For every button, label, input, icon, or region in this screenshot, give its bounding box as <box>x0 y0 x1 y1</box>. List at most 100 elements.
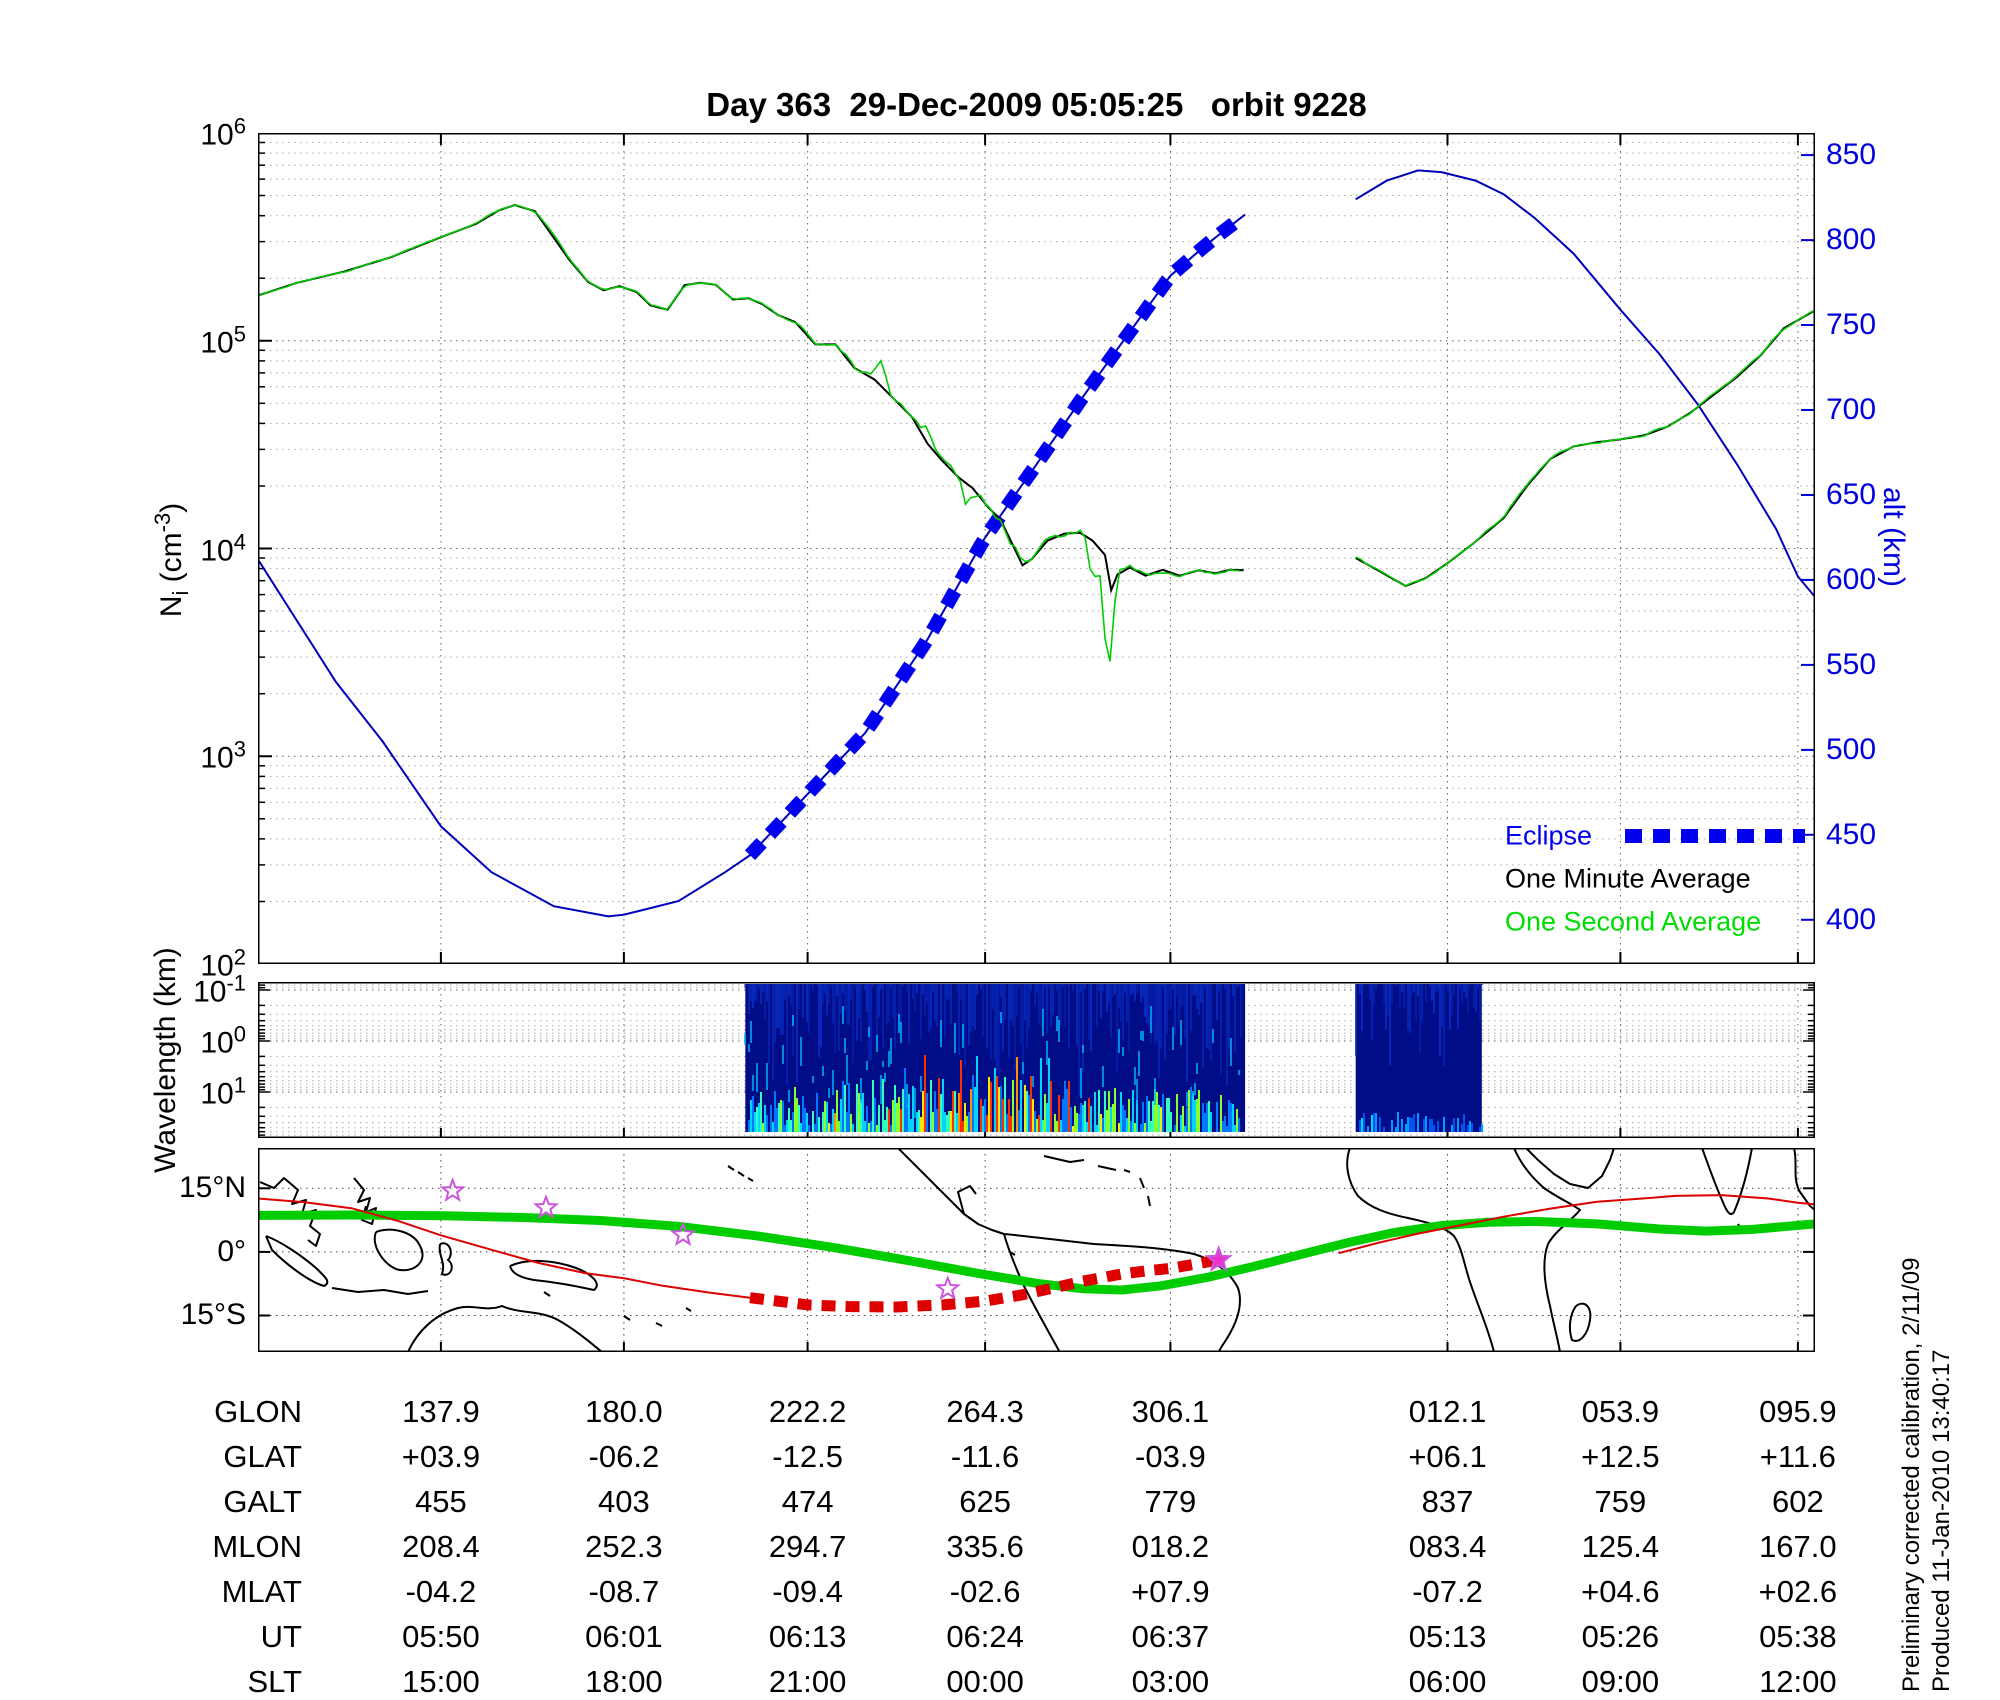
table-cell-mlon-1: 208.4 <box>402 1529 480 1564</box>
coastline <box>1525 1148 1615 1189</box>
density-y-tick-10e5: 105 <box>200 321 246 360</box>
table-cell-mlon-5: 018.2 <box>1131 1529 1210 1564</box>
coastline <box>1346 1148 1495 1352</box>
coastline <box>1043 1155 1151 1207</box>
star-marker-current-position <box>1204 1245 1233 1272</box>
table-cell-slt-3: 21:00 <box>768 1664 847 1699</box>
coastline <box>1793 1148 1815 1211</box>
table-row-label-mlon: MLON <box>212 1529 302 1564</box>
star-marker-open <box>439 1176 466 1203</box>
footnote-calibration: Preliminary corrected calibration, 2/11/… <box>1898 1257 1925 1692</box>
density-y-tick-10e2: 102 <box>200 944 246 983</box>
table-cell-mlon-4: 335.6 <box>946 1529 1024 1564</box>
table-cell-galt-6: 837 <box>1421 1484 1474 1519</box>
table-cell-mlat-7: +04.6 <box>1581 1574 1660 1609</box>
altitude-line-seg2 <box>1355 169 1815 598</box>
table-cell-glat-1: +03.9 <box>401 1439 481 1474</box>
table-cell-mlat-1: -04.2 <box>405 1574 477 1609</box>
table-cell-galt-7: 759 <box>1594 1484 1647 1519</box>
alt-y-tick-400: 400 <box>1826 902 1877 936</box>
table-row-label-slt: SLT <box>247 1664 302 1699</box>
density-altitude-panel <box>258 133 1815 964</box>
wavelength-spectrogram-panel <box>258 982 1815 1138</box>
table-cell-ut-5: 06:37 <box>1131 1619 1210 1654</box>
map-lat-tick-15s: 15°S <box>180 1298 246 1331</box>
coastline <box>265 1235 329 1287</box>
table-row-label-galt: GALT <box>223 1484 302 1519</box>
legend-one-second-label: One Second Average <box>1505 906 1762 937</box>
table-cell-ut-4: 06:24 <box>946 1619 1024 1654</box>
table-cell-glon-1: 137.9 <box>402 1394 480 1429</box>
alt-y-tick-550: 550 <box>1826 647 1877 681</box>
density-y-tick-10e3: 103 <box>200 736 246 775</box>
table-cell-mlat-2: -08.7 <box>588 1574 660 1609</box>
coastline <box>1009 1251 1016 1256</box>
coastline <box>407 1305 603 1352</box>
table-cell-mlon-6: 083.4 <box>1408 1529 1487 1564</box>
table-cell-mlon-7: 125.4 <box>1581 1529 1660 1564</box>
alt-y-tick-750: 750 <box>1826 308 1877 342</box>
table-cell-glon-5: 306.1 <box>1131 1394 1210 1429</box>
table-cell-mlat-4: -02.6 <box>949 1574 1021 1609</box>
coastline <box>509 1259 598 1291</box>
table-cell-ut-6: 05:13 <box>1408 1619 1487 1654</box>
table-cell-glon-7: 053.9 <box>1581 1394 1660 1429</box>
altitude-line-seg1 <box>258 213 1246 918</box>
table-cell-ut-7: 05:26 <box>1581 1619 1660 1654</box>
table-cell-galt-4: 625 <box>959 1484 1011 1519</box>
spectrogram-block-2 <box>1355 984 1482 1132</box>
table-cell-galt-8: 602 <box>1771 1484 1824 1519</box>
table-cell-galt-5: 779 <box>1144 1484 1197 1519</box>
table-cell-ut-2: 06:01 <box>585 1619 663 1654</box>
table-cell-galt-2: 403 <box>598 1484 650 1519</box>
table-cell-mlat-3: -09.4 <box>772 1574 843 1609</box>
coastline <box>727 1165 754 1182</box>
one-minute-line-seg1 <box>258 203 1244 594</box>
coastline <box>1701 1148 1753 1216</box>
eclipse-dashed-line <box>744 211 1247 860</box>
table-cell-glat-4: -11.6 <box>950 1439 1020 1474</box>
one-second-line-seg1 <box>258 204 1240 662</box>
alt-y-tick-600: 600 <box>1826 562 1877 596</box>
one-second-line-seg2 <box>1355 309 1815 587</box>
coastline <box>1003 1233 1061 1352</box>
coastline <box>373 1228 424 1272</box>
coastline <box>543 1291 692 1327</box>
table-cell-slt-8: 12:00 <box>1759 1664 1837 1699</box>
table-cell-glon-3: 222.2 <box>768 1394 847 1429</box>
table-cell-ut-3: 06:13 <box>768 1619 847 1654</box>
alt-y-tick-450: 450 <box>1826 817 1877 851</box>
table-cell-mlat-5: +07.9 <box>1131 1574 1210 1609</box>
table-cell-mlat-8: +02.6 <box>1758 1574 1838 1609</box>
table-row-label-glon: GLON <box>214 1394 302 1429</box>
star-marker-open <box>934 1274 961 1301</box>
coastline <box>963 1213 1242 1352</box>
wavelength-y-tick-10e0: 100 <box>200 1021 246 1060</box>
alt-y-tick-800: 800 <box>1826 223 1877 257</box>
alt-y-tick-850: 850 <box>1826 138 1877 172</box>
coastline <box>438 1242 453 1276</box>
density-y-tick-10e6: 106 <box>200 113 246 152</box>
legend-eclipse-swatch <box>1625 829 1805 843</box>
table-row-label-ut: UT <box>260 1619 302 1654</box>
ground-track-solid1 <box>258 1197 751 1299</box>
table-cell-galt-1: 455 <box>415 1484 467 1519</box>
table-cell-mlon-3: 294.7 <box>768 1529 847 1564</box>
table-cell-mlat-6: -07.2 <box>1412 1574 1483 1609</box>
table-cell-slt-7: 09:00 <box>1581 1664 1660 1699</box>
alt-y-tick-500: 500 <box>1826 732 1877 766</box>
table-cell-galt-3: 474 <box>781 1484 834 1519</box>
coastline <box>897 1148 977 1215</box>
table-cell-glat-2: -06.2 <box>588 1439 660 1474</box>
density-y-tick-10e4: 104 <box>200 529 246 567</box>
table-row-label-glat: GLAT <box>223 1439 302 1474</box>
table-cell-glon-8: 095.9 <box>1759 1394 1837 1429</box>
alt-y-tick-700: 700 <box>1826 393 1877 426</box>
footnote-produced: Produced 11-Jan-2010 13:40:17 <box>1928 1349 1955 1692</box>
ground-track-eclipse-dashed <box>749 1254 1220 1313</box>
wavelength-y-tick-10e-1: 10-1 <box>193 970 246 1009</box>
coastline <box>259 1177 321 1247</box>
table-cell-glat-6: +06.1 <box>1408 1439 1487 1474</box>
table-cell-slt-2: 18:00 <box>585 1664 663 1699</box>
